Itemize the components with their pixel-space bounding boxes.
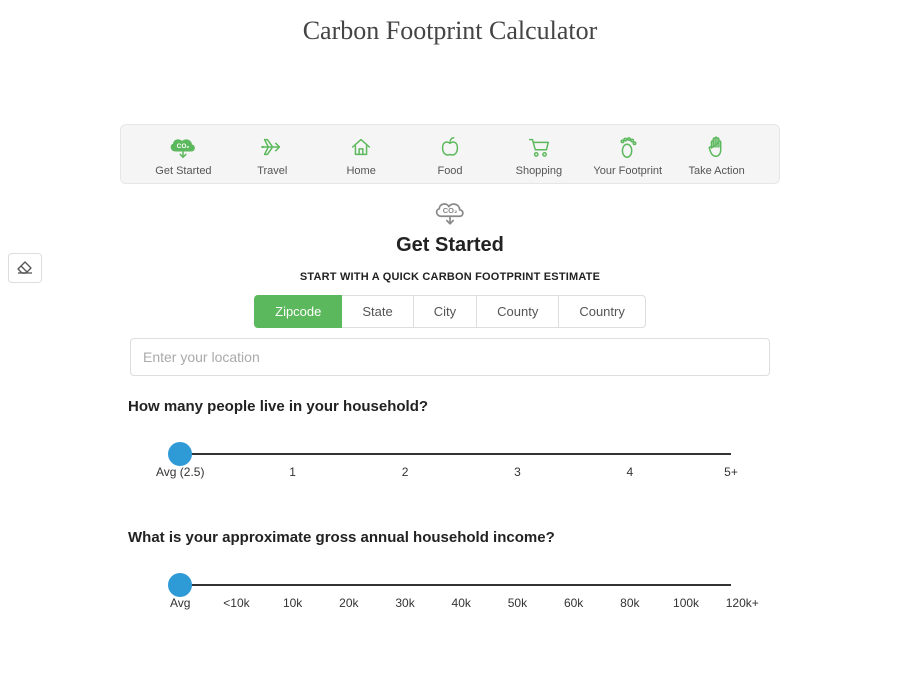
slider-tick: 100k xyxy=(673,596,699,610)
slider-tick: 3 xyxy=(514,465,521,479)
house-icon xyxy=(317,133,406,161)
slider-tick: 50k xyxy=(508,596,527,610)
household-slider[interactable]: Avg (2.5)12345+ xyxy=(165,453,735,483)
nav-item-food[interactable]: Food xyxy=(406,133,495,177)
section-subtitle: START WITH A QUICK CARBON FOOTPRINT ESTI… xyxy=(120,271,780,283)
apple-icon xyxy=(406,133,495,161)
co2-cloud-icon: CO₂ xyxy=(430,192,470,232)
svg-text:CO₂: CO₂ xyxy=(443,206,458,215)
slider-ticks: Avg (2.5)12345+ xyxy=(169,465,731,483)
income-question: What is your approximate gross annual ho… xyxy=(120,529,780,546)
slider-tick: 120k+ xyxy=(726,596,759,610)
slider-tick: 1 xyxy=(289,465,296,479)
nav-item-label: Home xyxy=(317,165,406,177)
slider-tick: <10k xyxy=(223,596,249,610)
slider-knob[interactable] xyxy=(168,573,192,597)
nav-item-label: Shopping xyxy=(494,165,583,177)
tab-zipcode[interactable]: Zipcode xyxy=(254,295,342,328)
slider-tick: 40k xyxy=(452,596,471,610)
slider-track xyxy=(169,584,731,586)
location-tabs: ZipcodeStateCityCountyCountry xyxy=(120,295,780,328)
nav-item-get-started[interactable]: CO₂ Get Started xyxy=(139,133,228,177)
slider-tick: 80k xyxy=(620,596,639,610)
nav-item-travel[interactable]: Travel xyxy=(228,133,317,177)
hand-icon xyxy=(672,133,761,161)
section-title: Get Started xyxy=(120,234,780,257)
section-header: CO₂ Get Started START WITH A QUICK CARBO… xyxy=(120,192,780,283)
slider-tick: Avg xyxy=(170,596,190,610)
svg-text:CO₂: CO₂ xyxy=(177,143,190,150)
footprint-icon xyxy=(583,133,672,161)
eraser-icon xyxy=(16,261,34,275)
slider-track xyxy=(169,453,731,455)
nav-item-label: Travel xyxy=(228,165,317,177)
nav-item-label: Food xyxy=(406,165,495,177)
income-slider[interactable]: Avg<10k10k20k30k40k50k60k80k100k120k+ xyxy=(165,584,735,614)
page-title: Carbon Footprint Calculator xyxy=(0,0,900,46)
slider-tick: 5+ xyxy=(724,465,738,479)
slider-tick: 4 xyxy=(626,465,633,479)
plane-icon xyxy=(228,133,317,161)
eraser-button[interactable] xyxy=(8,253,42,283)
slider-tick: 60k xyxy=(564,596,583,610)
nav-item-label: Your Footprint xyxy=(583,165,672,177)
slider-tick: Avg (2.5) xyxy=(156,465,204,479)
nav-item-home[interactable]: Home xyxy=(317,133,406,177)
nav-item-label: Get Started xyxy=(139,165,228,177)
nav-item-label: Take Action xyxy=(672,165,761,177)
tab-city[interactable]: City xyxy=(414,295,477,328)
nav-item-take-action[interactable]: Take Action xyxy=(672,133,761,177)
slider-tick: 2 xyxy=(402,465,409,479)
nav-item-shopping[interactable]: Shopping xyxy=(494,133,583,177)
co2-cloud-icon: CO₂ xyxy=(139,133,228,161)
slider-ticks: Avg<10k10k20k30k40k50k60k80k100k120k+ xyxy=(169,596,731,614)
tab-state[interactable]: State xyxy=(342,295,413,328)
slider-tick: 20k xyxy=(339,596,358,610)
slider-tick: 30k xyxy=(395,596,414,610)
slider-tick: 10k xyxy=(283,596,302,610)
household-question: How many people live in your household? xyxy=(120,398,780,415)
step-nav: CO₂ Get StartedTravelHomeFoodShoppingYour… xyxy=(120,124,780,184)
tab-country[interactable]: Country xyxy=(559,295,646,328)
cart-icon xyxy=(494,133,583,161)
tab-county[interactable]: County xyxy=(477,295,559,328)
location-input[interactable] xyxy=(130,338,770,376)
slider-knob[interactable] xyxy=(168,442,192,466)
nav-item-your-footprint[interactable]: Your Footprint xyxy=(583,133,672,177)
